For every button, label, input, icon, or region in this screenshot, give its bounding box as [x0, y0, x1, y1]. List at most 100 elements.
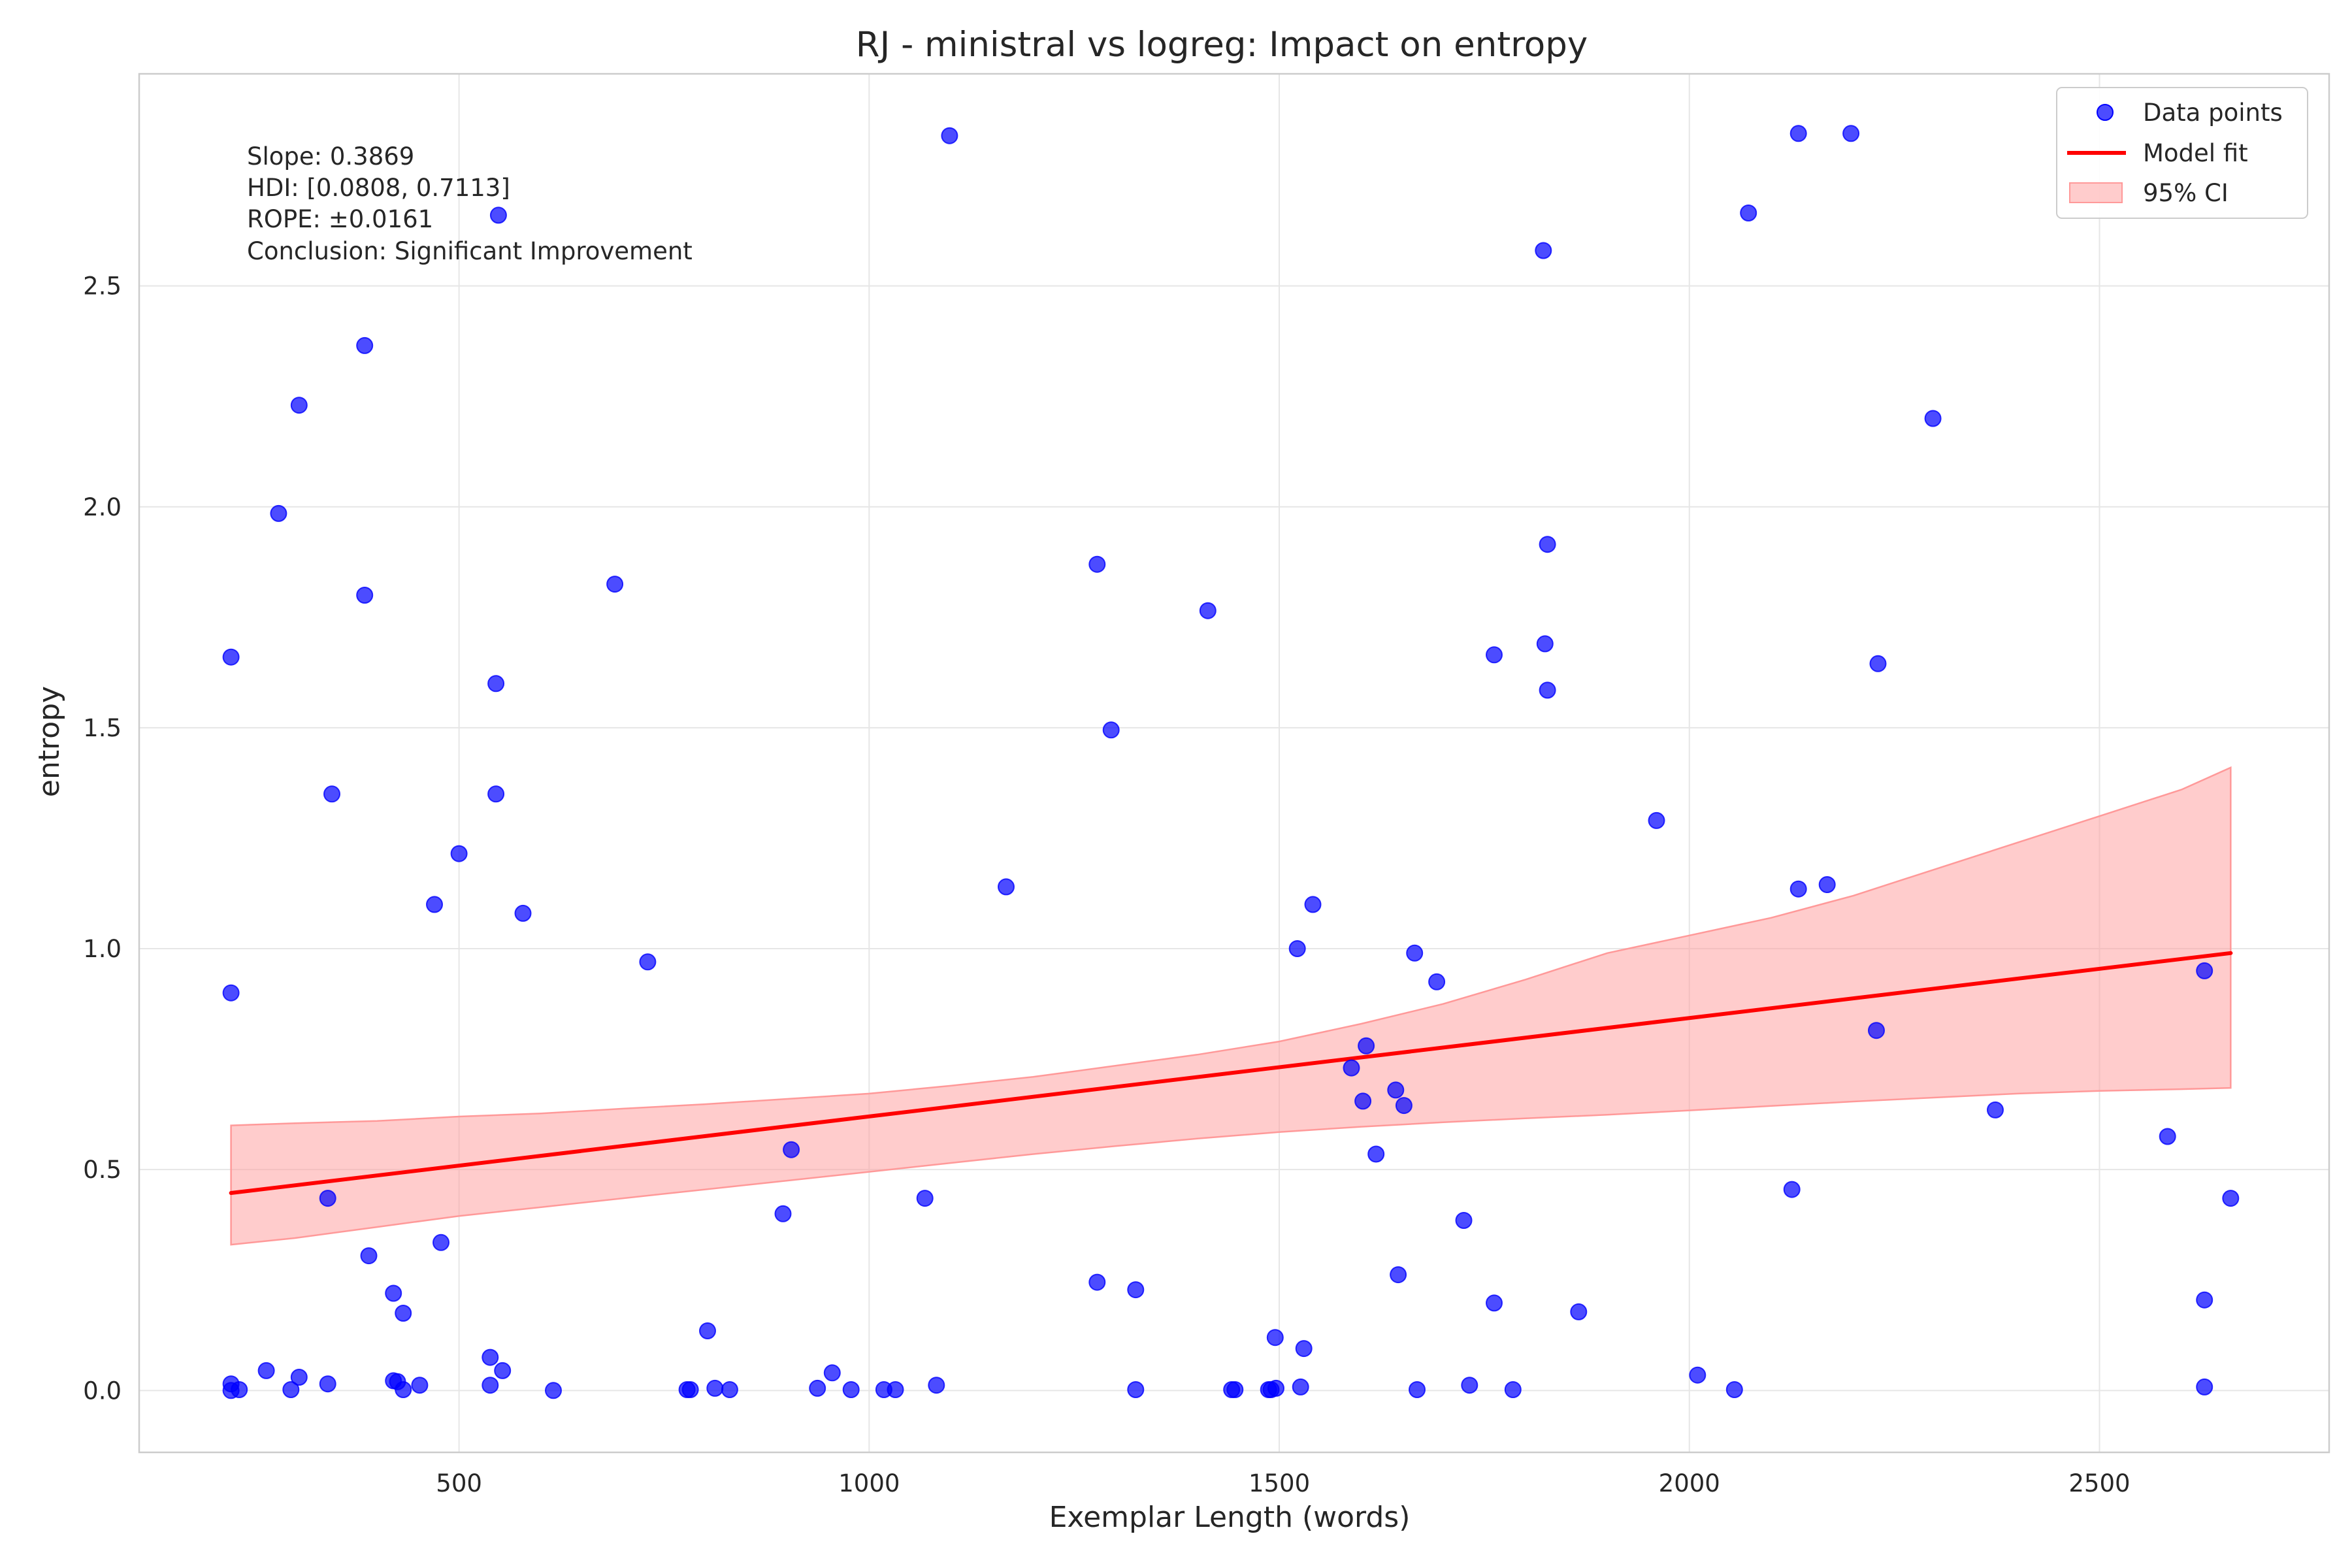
- data-point: [809, 1379, 826, 1397]
- data-point: [433, 1233, 449, 1251]
- data-point: [395, 1381, 412, 1398]
- x-axis-ticks: 500 1000 1500 2000 2500: [436, 1469, 2130, 1497]
- y-axis-label: entropy: [33, 686, 66, 797]
- data-point: [1740, 204, 1757, 221]
- plot-frame: [138, 73, 2330, 1454]
- data-point: [1387, 1081, 1405, 1099]
- data-point: [606, 576, 624, 593]
- data-point: [290, 1369, 308, 1386]
- data-point: [1199, 602, 1217, 619]
- data-point: [411, 1377, 429, 1394]
- data-point: [639, 953, 657, 971]
- data-point: [1504, 1381, 1522, 1398]
- data-point: [2222, 1190, 2240, 1207]
- y-tick-label: 2.5: [83, 272, 122, 301]
- stats-annotation: Slope: 0.3869 HDI: [0.0808, 0.7113] ROPE…: [247, 142, 693, 265]
- data-point: [1783, 1181, 1801, 1198]
- x-tick-label: 500: [436, 1469, 482, 1497]
- data-point: [257, 1362, 275, 1379]
- data-point: [231, 1381, 248, 1398]
- legend-marker-data-points: [2097, 104, 2114, 121]
- data-point: [1924, 410, 1942, 427]
- data-point: [450, 845, 468, 862]
- data-point: [356, 587, 374, 604]
- stats-hdi: HDI: [0.0808, 0.7113]: [247, 174, 510, 202]
- data-point: [842, 1381, 860, 1398]
- data-point: [1226, 1381, 1244, 1398]
- x-axis-label: Exemplar Length (words): [1049, 1501, 1411, 1534]
- data-point: [385, 1284, 402, 1302]
- data-point: [487, 675, 505, 693]
- data-point: [774, 1205, 792, 1222]
- data-point: [681, 1381, 699, 1398]
- grid-lines: [139, 74, 2329, 1452]
- data-point: [2196, 1291, 2213, 1309]
- data-point: [941, 127, 958, 144]
- data-point: [545, 1382, 562, 1399]
- data-point: [1868, 1022, 1885, 1039]
- data-point: [494, 1362, 512, 1379]
- data-point: [783, 1141, 800, 1158]
- data-point: [823, 1364, 841, 1382]
- data-point: [1536, 635, 1554, 653]
- data-point: [395, 1305, 412, 1322]
- data-point: [1539, 536, 1556, 553]
- data-point: [426, 896, 443, 913]
- data-point: [1535, 242, 1552, 259]
- data-point: [1343, 1059, 1360, 1077]
- stats-slope: Slope: 0.3869: [247, 142, 414, 171]
- x-tick-label: 1000: [838, 1469, 900, 1497]
- fit-line-layer: [229, 951, 2233, 1196]
- data-point: [1267, 1379, 1284, 1397]
- legend: Data points Model fit 95% CI: [2056, 87, 2308, 219]
- data-point: [290, 397, 308, 414]
- data-point: [1486, 1294, 1503, 1312]
- data-point: [721, 1381, 738, 1398]
- data-point: [998, 878, 1015, 896]
- x-tick-label: 2000: [1659, 1469, 1720, 1497]
- data-point: [282, 1381, 300, 1398]
- data-point: [270, 504, 287, 522]
- data-point: [319, 1375, 336, 1393]
- x-tick-label: 1500: [1249, 1469, 1310, 1497]
- data-point: [319, 1190, 336, 1207]
- data-point: [1395, 1097, 1413, 1115]
- data-point: [916, 1190, 934, 1207]
- data-point: [1127, 1281, 1145, 1299]
- data-point: [1428, 973, 1446, 990]
- y-tick-label: 1.0: [83, 935, 122, 963]
- data-point: [1987, 1101, 2004, 1119]
- data-point: [360, 1247, 378, 1265]
- data-point: [887, 1381, 904, 1398]
- ci-band-layer: [230, 766, 2232, 1246]
- data-point: [1789, 125, 1807, 142]
- data-point: [1367, 1145, 1385, 1163]
- data-point: [1455, 1212, 1473, 1229]
- data-point: [482, 1348, 499, 1366]
- data-point: [1295, 1340, 1313, 1358]
- data-point: [1292, 1378, 1309, 1396]
- plot-area: [139, 74, 2329, 1452]
- chart-title: RJ - ministral vs logreg: Impact on entr…: [856, 25, 1588, 65]
- data-point: [1570, 1303, 1588, 1320]
- data-point: [222, 984, 240, 1002]
- data-point: [482, 1377, 499, 1394]
- data-point: [356, 336, 374, 354]
- data-point: [514, 904, 532, 922]
- data-point: [1539, 681, 1556, 699]
- legend-marker-ci: [2069, 182, 2123, 203]
- y-tick-label: 0.0: [83, 1377, 122, 1405]
- y-axis-ticks: 0.0 0.5 1.0 1.5 2.0 2.5: [83, 272, 122, 1405]
- data-point: [2159, 1128, 2176, 1145]
- y-tick-label: 2.0: [83, 493, 122, 521]
- data-point: [1088, 1273, 1106, 1291]
- data-point: [2196, 962, 2213, 979]
- data-point: [1689, 1366, 1707, 1384]
- data-point: [928, 1377, 945, 1394]
- data-point: [1088, 555, 1106, 573]
- data-point: [1102, 721, 1120, 739]
- ci-band: [230, 766, 2232, 1246]
- model-fit-line: [229, 951, 2233, 1196]
- data-point: [1648, 811, 1665, 829]
